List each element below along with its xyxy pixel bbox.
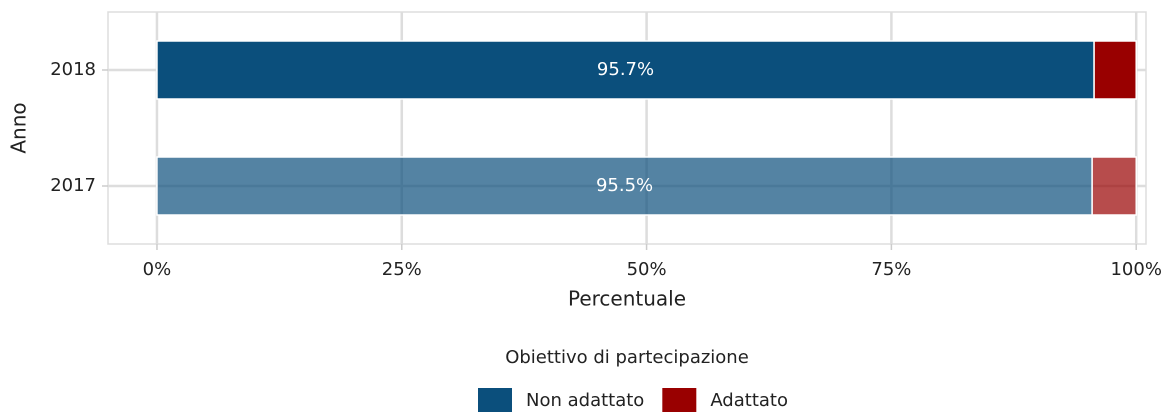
legend-key (662, 388, 697, 412)
bar (156, 156, 1093, 216)
panel-border (107, 11, 1147, 245)
y-tick-label: 2018 (50, 59, 96, 80)
x-tick-label: 0% (143, 259, 172, 280)
x-tick-label: 100% (1110, 259, 1161, 280)
x-tick-label: 50% (627, 259, 667, 280)
x-axis-title: Percentuale (568, 287, 686, 311)
bar (1091, 156, 1137, 216)
data-label: 95.7% (597, 59, 654, 80)
y-tick-label: 2017 (50, 175, 96, 196)
legend-key (478, 388, 512, 412)
bar (1093, 40, 1137, 100)
data-label: 95.5% (596, 175, 653, 196)
x-tick-label: 75% (871, 259, 911, 280)
x-tick-label: 25% (382, 259, 422, 280)
legend-label: Adattato (710, 390, 788, 411)
y-axis-title: Anno (7, 102, 31, 153)
legend-label: Non adattato (526, 390, 644, 411)
legend-title: Obiettivo di partecipazione (505, 347, 749, 368)
bar (156, 40, 1095, 100)
